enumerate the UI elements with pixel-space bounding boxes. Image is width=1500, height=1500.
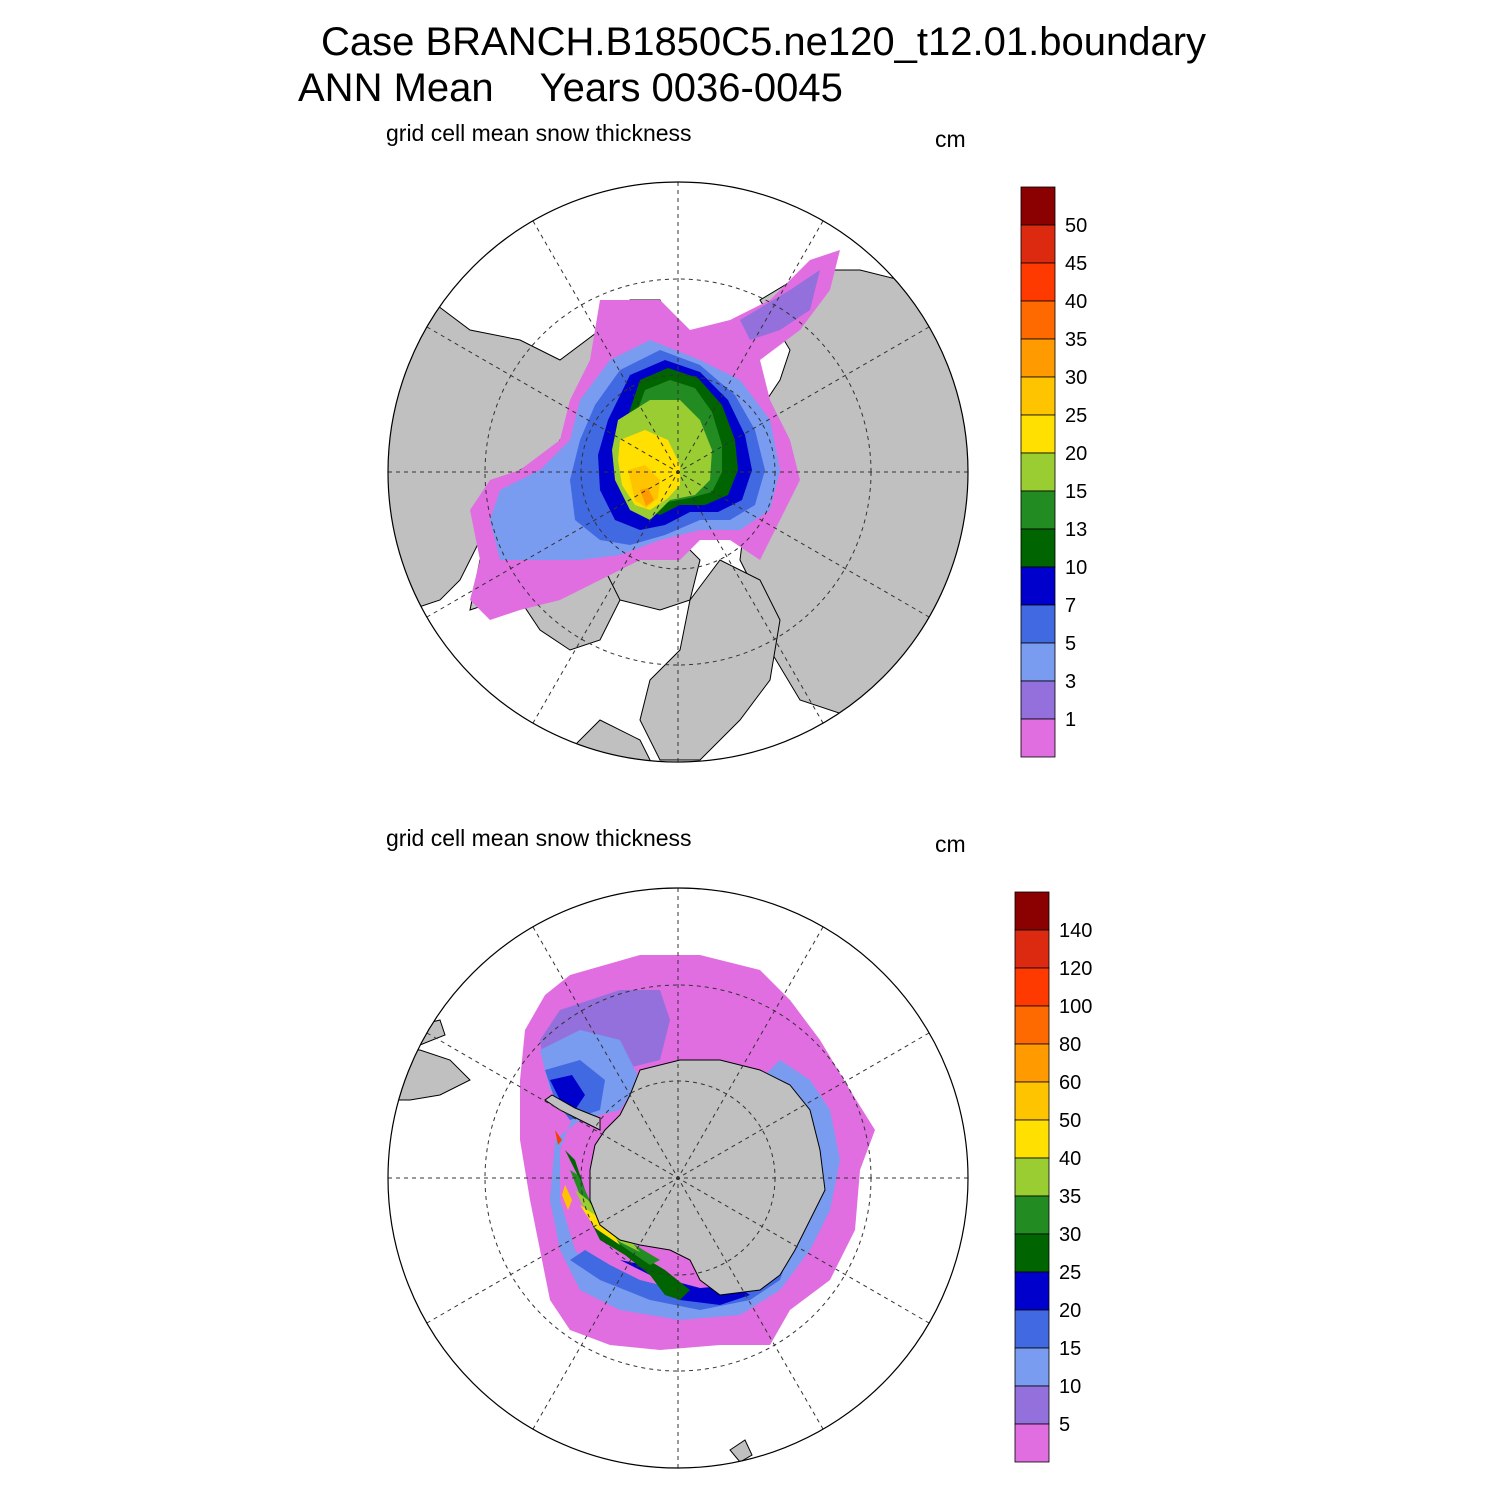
south-colorbar-box: [1014, 1005, 1050, 1045]
north-colorbar-box: [1020, 490, 1056, 530]
north-colorbar-tick-label: 45: [1065, 253, 1087, 275]
south-units-label: cm: [935, 831, 966, 857]
north-colorbar-box: [1020, 528, 1056, 568]
south-colorbar-box: [1014, 891, 1050, 931]
north-colorbar-tick-label: 13: [1065, 519, 1087, 541]
north-colorbar-box: [1020, 376, 1056, 416]
south-colorbar-tick-label: 5: [1059, 1414, 1070, 1436]
south-colorbar-box: [1014, 1423, 1050, 1463]
north-colorbar-tick-label: 25: [1065, 405, 1087, 427]
north-colorbar-box: [1020, 338, 1056, 378]
south-colorbar: 5 10 15 20 25 30 35 40 50 60 80 100 120 140: [1014, 891, 1092, 1463]
north-colorbar-box: [1020, 186, 1056, 226]
south-colorbar-box: [1014, 1309, 1050, 1349]
north-colorbar-box: [1020, 642, 1056, 682]
south-colorbar-box: [1014, 1043, 1050, 1083]
south-colorbar-box: [1014, 967, 1050, 1007]
south-colorbar-tick-label: 20: [1059, 1300, 1081, 1322]
north-colorbar-tick-label: 40: [1065, 291, 1087, 313]
north-colorbar-box: [1020, 566, 1056, 606]
north-variable-label: grid cell mean snow thickness: [386, 120, 692, 146]
north-colorbar-tick-label: 7: [1065, 595, 1076, 617]
north-colorbar-tick-label: 3: [1065, 671, 1076, 693]
south-colorbar-tick-label: 25: [1059, 1262, 1081, 1284]
south-colorbar-box: [1014, 1347, 1050, 1387]
case-title: Case BRANCH.B1850C5.ne120_t12.01.boundar…: [321, 20, 1207, 64]
south-colorbar-tick-label: 10: [1059, 1376, 1081, 1398]
south-colorbar-box: [1014, 1271, 1050, 1311]
north-colorbar-box: [1020, 262, 1056, 302]
north-colorbar-tick-label: 15: [1065, 481, 1087, 503]
south-graticule: [388, 888, 968, 1468]
north-units-label: cm: [935, 126, 966, 152]
north-snow-field: [470, 250, 840, 620]
south-map-border: [387, 887, 969, 1469]
north-colorbar-box: [1020, 224, 1056, 264]
south-variable-label: grid cell mean snow thickness: [386, 825, 692, 851]
north-colorbar-box: [1020, 680, 1056, 720]
south-colorbar-tick-label: 60: [1059, 1072, 1081, 1094]
north-colorbar-tick-label: 10: [1065, 557, 1087, 579]
south-colorbar-tick-label: 50: [1059, 1110, 1081, 1132]
south-colorbar-box: [1014, 1385, 1050, 1425]
north-colorbar-box: [1020, 452, 1056, 492]
south-polar-map: [387, 887, 969, 1469]
north-graticule: [388, 182, 968, 762]
north-colorbar-box: [1020, 414, 1056, 454]
south-colorbar-tick-label: 30: [1059, 1224, 1081, 1246]
north-colorbar-box: [1020, 604, 1056, 644]
south-colorbar-box: [1014, 1119, 1050, 1159]
north-colorbar-tick-label: 50: [1065, 215, 1087, 237]
north-colorbar-box: [1020, 718, 1056, 758]
south-colorbar-tick-label: 35: [1059, 1186, 1081, 1208]
south-colorbar-box: [1014, 1081, 1050, 1121]
mean-label: ANN Mean: [298, 66, 494, 110]
south-colorbar-box: [1014, 1233, 1050, 1273]
mean-title: ANN Mean Years 0036-0045: [298, 68, 843, 108]
years-label: Years 0036-0045: [539, 66, 843, 110]
north-colorbar-tick-label: 1: [1065, 709, 1076, 731]
south-colorbar-tick-label: 40: [1059, 1148, 1081, 1170]
south-colorbar-tick-label: 100: [1059, 996, 1092, 1018]
north-colorbar-box: [1020, 300, 1056, 340]
south-colorbar-tick-label: 120: [1059, 958, 1092, 980]
south-colorbar-box: [1014, 1195, 1050, 1235]
north-colorbar-tick-label: 30: [1065, 367, 1087, 389]
north-colorbar-tick-label: 5: [1065, 633, 1076, 655]
north-colorbar-tick-label: 20: [1065, 443, 1087, 465]
north-colorbar-tick-label: 35: [1065, 329, 1087, 351]
south-colorbar-tick-label: 15: [1059, 1338, 1081, 1360]
north-polar-map: [387, 181, 969, 763]
north-map-border: [387, 181, 969, 763]
south-colorbar-tick-label: 80: [1059, 1034, 1081, 1056]
south-colorbar-box: [1014, 929, 1050, 969]
south-colorbar-tick-label: 140: [1059, 920, 1092, 942]
south-colorbar-box: [1014, 1157, 1050, 1197]
